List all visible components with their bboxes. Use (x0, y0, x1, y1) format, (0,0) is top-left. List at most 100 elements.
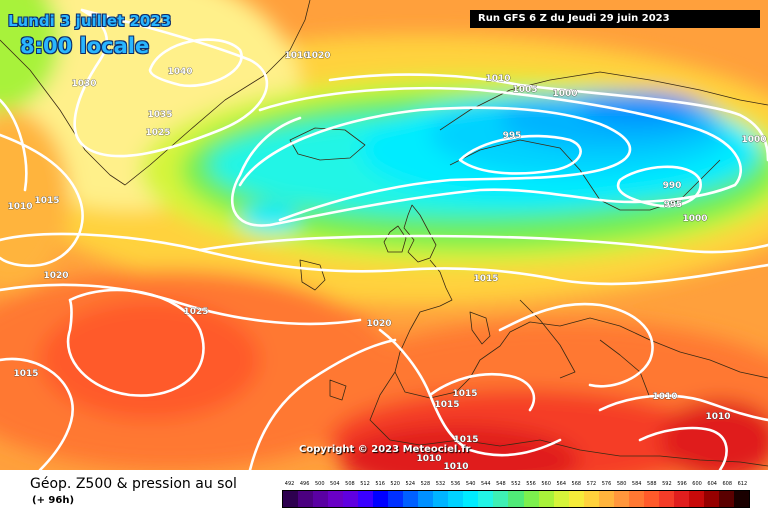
isobar-label: 1015 (473, 274, 498, 284)
scale-tick-label: 492 (284, 481, 295, 487)
scale-tick-label: 516 (375, 481, 385, 487)
isobar-label: 1010 (652, 392, 677, 402)
scale-tick-label: 612 (737, 481, 748, 487)
field-title: Géop. Z500 & pression au sol (30, 476, 237, 492)
scale-tick-label: 600 (692, 481, 702, 487)
scale-swatch (358, 491, 374, 507)
legend-footer: Géop. Z500 & pression au sol (+ 96h) 492… (0, 470, 768, 512)
scale-swatch (643, 491, 659, 507)
scale-swatch (298, 491, 314, 507)
isobar-label: 1015 (453, 435, 478, 445)
isobar-label: 1015 (434, 400, 459, 410)
isobar-label: 990 (663, 181, 682, 191)
scale-tick-label: 508 (345, 481, 355, 487)
isobar-label: 1010 (485, 74, 510, 84)
isobar-label: 995 (664, 200, 683, 210)
isobar-label: 1035 (147, 110, 172, 120)
color-scale-labels: 492 496 500 504 508 512 516 520 524 528 532 536 540 5… (282, 478, 750, 490)
isobar-label: 1030 (71, 79, 96, 89)
scale-swatch (613, 491, 629, 507)
isobar-label: 1025 (145, 128, 170, 138)
isobar-lines (0, 8, 768, 470)
isobar-label: 1000 (741, 135, 766, 145)
scale-swatch (478, 491, 494, 507)
scale-swatch (568, 491, 584, 507)
scale-swatch (313, 491, 329, 507)
lead-time: (+ 96h) (32, 495, 75, 506)
model-run-banner: Run GFS 6 Z du Jeudi 29 juin 2023 (470, 10, 760, 28)
scale-swatch (688, 491, 704, 507)
scale-tick-label: 564 (556, 481, 566, 487)
scale-swatch (733, 491, 749, 507)
scale-swatch (493, 491, 509, 507)
scale-tick-label: 608 (722, 481, 733, 487)
color-scale: 492 496 500 504 508 512 516 520 524 528 532 536 540 5… (282, 478, 750, 508)
scale-swatch (628, 491, 644, 507)
isobar-label: 1010 (443, 462, 468, 470)
weather-map: 1030 1040 1035 1025 1010 1020 1010 1005 1000 995 9… (0, 0, 768, 470)
isobar-label: 1005 (512, 85, 537, 95)
isobar-label: 1025 (183, 307, 208, 317)
scale-swatch (373, 491, 389, 507)
scale-tick-label: 572 (586, 481, 597, 487)
scale-swatch (553, 491, 569, 507)
scale-tick-label: 560 (541, 481, 551, 487)
scale-tick-label: 548 (496, 481, 506, 487)
scale-tick-label: 584 (631, 481, 642, 487)
scale-swatch (538, 491, 554, 507)
isobar-label: 1020 (43, 271, 68, 281)
scale-tick-label: 512 (360, 481, 370, 487)
isobar-label: 1020 (305, 51, 330, 61)
scale-tick-label: 500 (314, 481, 325, 487)
scale-tick-label: 524 (405, 481, 416, 487)
scale-tick-label: 540 (465, 481, 476, 487)
isobar-label: 1010 (7, 202, 32, 212)
scale-tick-label: 536 (450, 481, 461, 487)
scale-tick-label: 556 (526, 481, 536, 487)
scale-tick-label: 544 (480, 481, 491, 487)
scale-swatch (283, 491, 299, 507)
scale-tick-label: 532 (435, 481, 446, 487)
isobar-label: 1010 (284, 51, 309, 61)
scale-tick-label: 496 (299, 481, 310, 487)
scale-swatch (403, 491, 419, 507)
scale-tick-label: 520 (390, 481, 400, 487)
scale-swatch (418, 491, 434, 507)
scale-swatch (463, 491, 479, 507)
isobar-label: 1010 (705, 412, 730, 422)
scale-tick-label: 568 (571, 481, 582, 487)
scale-swatch (598, 491, 614, 507)
isobar-label: 1015 (452, 389, 477, 399)
isobar-label: 1000 (682, 214, 707, 224)
scale-swatch (388, 491, 404, 507)
scale-tick-label: 604 (707, 481, 717, 487)
scale-swatch (583, 491, 599, 507)
isobar-label: 1020 (366, 319, 391, 329)
scale-tick-label: 504 (330, 481, 340, 487)
scale-swatch (718, 491, 734, 507)
scale-swatch (328, 491, 344, 507)
isobar-label: 1010 (416, 454, 441, 464)
color-scale-bar (282, 490, 750, 508)
copyright-text: Copyright © 2023 Meteociel.fr (299, 444, 471, 455)
forecast-date: Lundi 3 juillet 2023 (8, 12, 172, 30)
scale-tick-label: 528 (420, 481, 431, 487)
scale-swatch (508, 491, 524, 507)
isobar-label: 1015 (34, 196, 59, 206)
scale-swatch (658, 491, 674, 507)
scale-swatch (433, 491, 449, 507)
isobar-label: 995 (503, 131, 522, 141)
scale-swatch (343, 491, 359, 507)
scale-tick-label: 580 (616, 481, 627, 487)
scale-swatch (703, 491, 719, 507)
scale-tick-label: 576 (601, 481, 612, 487)
scale-swatch (523, 491, 539, 507)
scale-tick-label: 588 (647, 481, 657, 487)
scale-swatch (448, 491, 464, 507)
isobar-label: 1000 (552, 89, 577, 99)
scale-tick-label: 596 (677, 481, 687, 487)
scale-tick-label: 552 (511, 481, 521, 487)
forecast-local-time: 8:00 locale (20, 34, 150, 58)
